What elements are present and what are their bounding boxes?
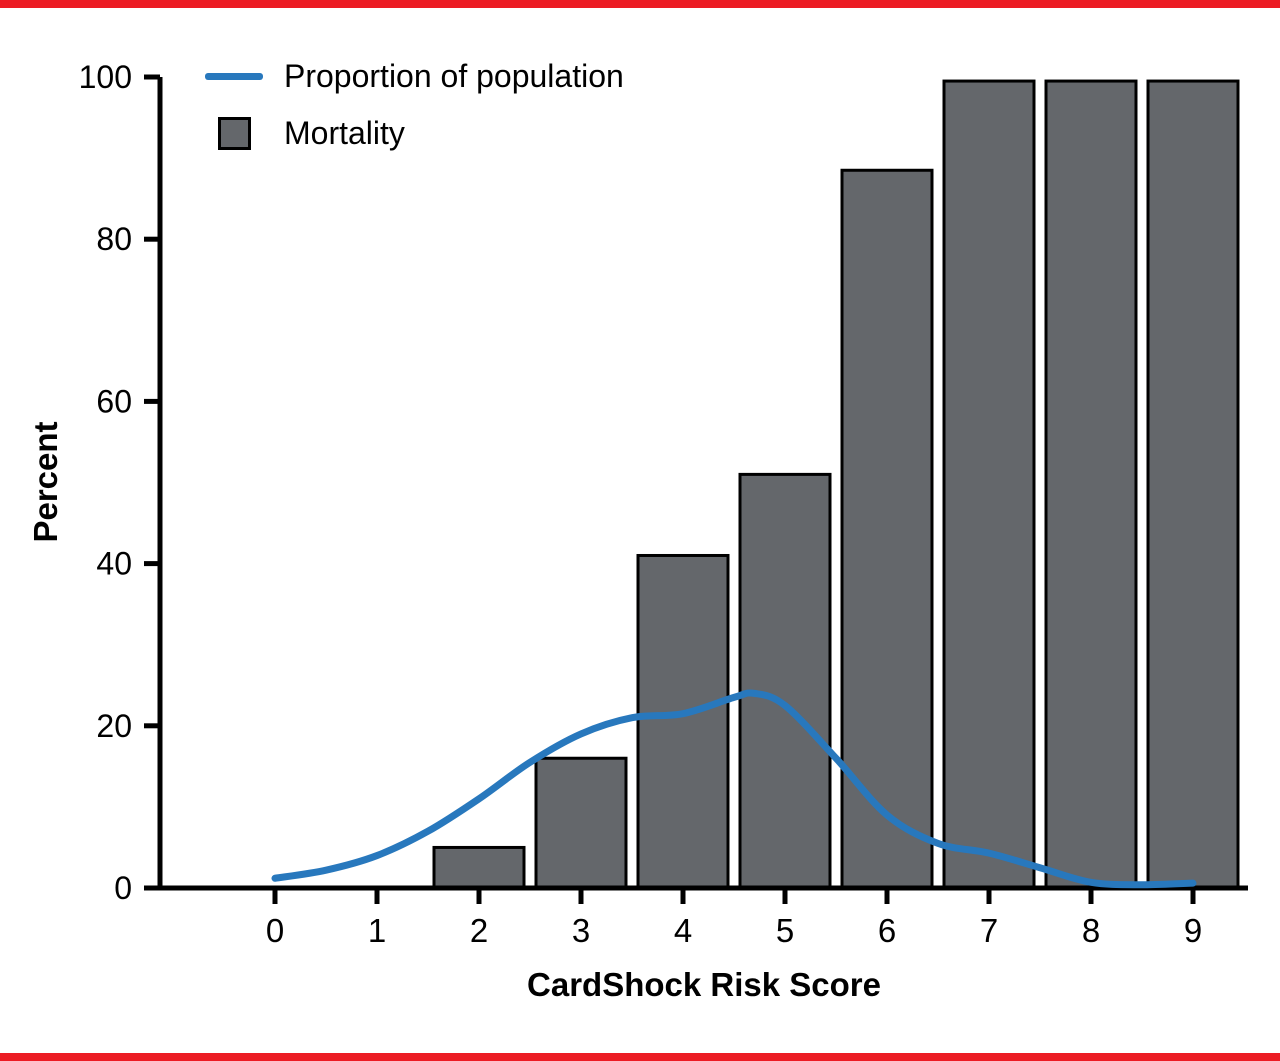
legend-label-mortality: Mortality	[284, 115, 405, 151]
x-tick-label: 6	[878, 912, 896, 949]
x-tick-label: 0	[266, 912, 284, 949]
x-tick-label: 3	[572, 912, 590, 949]
bottom-red-border	[0, 1053, 1280, 1061]
x-tick-label: 8	[1082, 912, 1100, 949]
proportion-line	[271, 689, 1197, 889]
x-axis-title: CardShock Risk Score	[527, 966, 881, 1003]
bar-score-9	[1146, 79, 1240, 890]
y-axis-title: Percent	[27, 421, 64, 543]
bar-score-4	[636, 553, 730, 890]
top-red-border	[0, 0, 1280, 8]
y-tick-label: 60	[96, 383, 132, 419]
legend-item-mortality: Mortality	[200, 113, 624, 153]
bar-score-2	[432, 845, 526, 890]
y-tick-label: 100	[79, 59, 132, 95]
y-tick-label: 20	[96, 708, 132, 744]
x-tick-label: 7	[980, 912, 998, 949]
x-tick-label: 4	[674, 912, 692, 949]
bar-score-3	[534, 756, 628, 890]
line-swatch-icon	[205, 72, 263, 80]
chart-canvas: 0 20 40 60 80 100 0 1 2 3 4 5 6 7 8 9	[79, 59, 1248, 949]
y-tick-label: 40	[96, 546, 132, 582]
x-tick-label: 1	[368, 912, 386, 949]
bar-score-8	[1044, 79, 1138, 890]
legend-swatch-cell	[200, 72, 268, 80]
bar-score-7	[942, 79, 1036, 890]
bar-score-6	[840, 168, 934, 890]
legend-swatch-cell	[200, 116, 268, 150]
bar-swatch-icon	[217, 116, 251, 150]
x-tick-label: 5	[776, 912, 794, 949]
legend: Proportion of population Mortality	[200, 56, 624, 153]
x-tick-label: 2	[470, 912, 488, 949]
y-tick-label: 0	[114, 870, 132, 906]
x-tick-label: 9	[1184, 912, 1202, 949]
chart-container: 0 20 40 60 80 100 0 1 2 3 4 5 6 7 8 9 Proportion of pop…	[0, 8, 1280, 1053]
y-tick-label: 80	[96, 221, 132, 257]
bar-score-5	[738, 472, 832, 890]
legend-item-proportion: Proportion of population	[200, 56, 624, 96]
legend-label-proportion: Proportion of population	[284, 58, 624, 94]
